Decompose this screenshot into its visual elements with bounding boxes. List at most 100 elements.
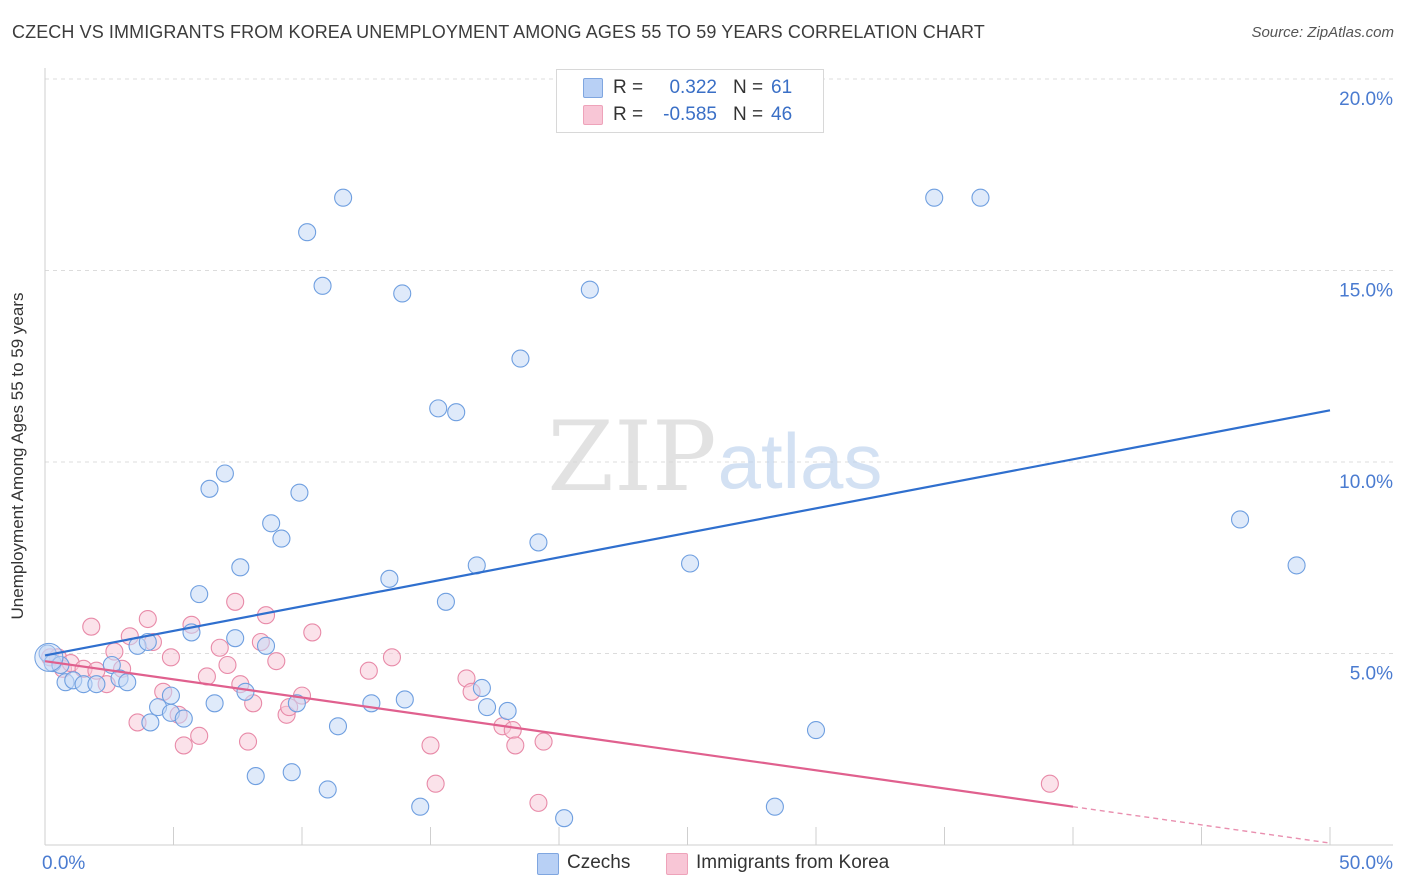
czech-point	[498, 701, 517, 721]
korea-point	[529, 793, 548, 812]
czech-point	[555, 809, 574, 828]
czech-point	[290, 483, 309, 502]
czech-point	[118, 673, 137, 692]
czech-point	[395, 690, 414, 709]
watermark-atlas: atlas	[718, 417, 883, 505]
korea-trend-extension	[1072, 806, 1331, 844]
korea-point	[303, 623, 322, 642]
czech-point	[141, 713, 160, 732]
czech-point	[174, 709, 193, 728]
x-tick-label-left: 0.0%	[42, 853, 85, 874]
korea-point	[421, 736, 440, 755]
korea-point	[210, 638, 229, 657]
source-credit: Source: ZipAtlas.com	[1251, 24, 1394, 41]
legend-row-korea: R = -0.585 N = 46	[557, 101, 823, 127]
korea-point	[359, 661, 378, 680]
legend-swatch-czechs	[537, 853, 559, 875]
korea-point	[1040, 774, 1059, 793]
czech-point	[436, 592, 455, 611]
czech-point	[231, 558, 250, 577]
korea-point	[238, 732, 258, 751]
legend-swatch-korea	[583, 105, 603, 125]
korea-point	[218, 655, 237, 675]
czech-point	[380, 569, 399, 588]
data-points	[34, 188, 1306, 828]
czech-point	[318, 780, 337, 799]
watermark: ZIP atlas	[547, 401, 882, 513]
czech-point	[87, 675, 106, 694]
legend-row-czechs: R = 0.322 N = 61	[557, 74, 823, 100]
korea-trend-line	[44, 660, 1074, 808]
czech-point	[334, 188, 353, 207]
korea-point	[534, 732, 553, 751]
y-tick-label: 10.0%	[1339, 472, 1393, 493]
y-tick-label: 15.0%	[1339, 281, 1393, 302]
korea-point	[226, 592, 245, 611]
legend-r-value: 0.322	[669, 77, 717, 98]
czech-point	[190, 585, 209, 604]
legend-r-label: R =	[613, 104, 644, 125]
czech-point-cluster	[34, 642, 64, 672]
korea-point	[190, 726, 209, 745]
czech-point	[256, 636, 276, 655]
czech-point	[529, 533, 548, 552]
czech-point	[429, 399, 448, 418]
czech-trend-line	[44, 409, 1331, 657]
czech-point	[1231, 510, 1250, 529]
axes	[44, 68, 1393, 846]
korea-point	[267, 652, 286, 671]
tick-labels: 20.0% 15.0% 10.0% 5.0% 0.0% 50.0%	[42, 89, 1393, 874]
y-tick-label: 5.0%	[1350, 664, 1393, 685]
czech-point	[138, 632, 157, 652]
czech-point	[262, 514, 281, 533]
korea-point	[382, 648, 402, 667]
trend-lines	[44, 409, 1331, 844]
czech-point	[477, 698, 497, 717]
czech-point	[1287, 556, 1306, 575]
korea-point	[138, 609, 157, 629]
czech-point	[246, 767, 265, 786]
czech-point	[236, 682, 255, 701]
czech-point	[511, 349, 530, 368]
watermark-zip: ZIP	[547, 401, 716, 513]
czech-point	[681, 554, 700, 573]
czech-point	[313, 276, 332, 295]
chart-title: CZECH VS IMMIGRANTS FROM KOREA UNEMPLOYM…	[12, 22, 985, 42]
czech-point	[411, 797, 430, 816]
legend-swatch-korea	[666, 853, 688, 875]
korea-point	[174, 736, 193, 755]
korea-point	[82, 617, 101, 636]
czech-point	[215, 464, 234, 483]
legend-n-label: N =	[733, 104, 764, 125]
correlation-legend: R = 0.322 N = 61 R = -0.585 N = 46	[556, 69, 824, 133]
czech-point	[580, 280, 599, 299]
czech-point	[272, 529, 291, 548]
legend-swatch-czechs	[583, 78, 603, 98]
czech-point	[287, 694, 306, 713]
czech-point	[200, 479, 219, 498]
legend-r-value: -0.585	[663, 104, 717, 125]
korea-point	[161, 648, 180, 667]
czech-point	[971, 188, 990, 207]
legend-n-label: N =	[733, 77, 764, 98]
czech-point	[298, 223, 317, 242]
legend-label-czechs: Czechs	[567, 852, 631, 873]
czech-point	[161, 686, 180, 705]
czech-point	[765, 797, 784, 816]
czech-point	[205, 694, 224, 713]
korea-point	[506, 736, 525, 755]
korea-point	[426, 774, 445, 793]
czech-point	[447, 403, 466, 422]
czech-point	[806, 721, 826, 740]
czech-point	[282, 763, 301, 782]
czech-point	[328, 717, 348, 736]
czech-point	[393, 284, 412, 303]
korea-point	[503, 721, 522, 740]
czech-point	[226, 629, 245, 648]
y-tick-label: 20.0%	[1339, 89, 1393, 110]
legend-r-label: R =	[613, 77, 644, 98]
legend-n-value: 61	[771, 77, 793, 98]
legend-label-korea: Immigrants from Korea	[696, 852, 890, 873]
czech-point	[472, 678, 491, 698]
